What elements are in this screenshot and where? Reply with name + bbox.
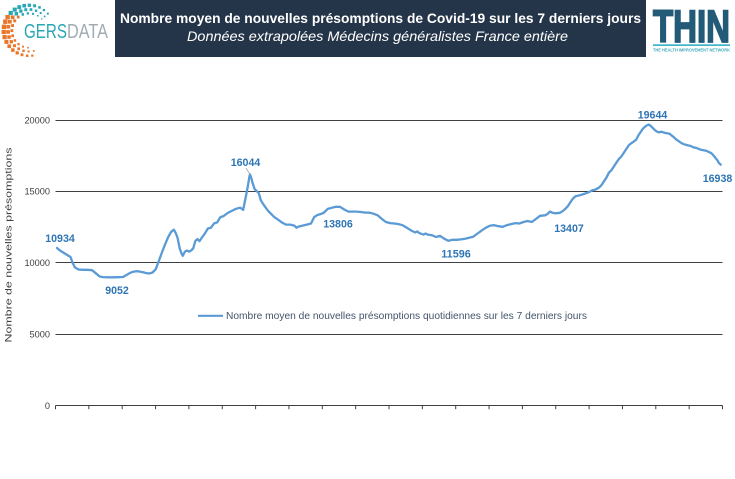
svg-text:15000: 15000 bbox=[24, 187, 50, 197]
svg-text:Nombre moyen de nouvelles prés: Nombre moyen de nouvelles présomptions q… bbox=[226, 311, 587, 322]
svg-text:16044: 16044 bbox=[231, 157, 261, 169]
svg-text:THE HEALTH IMPROVEMENT NETWORK: THE HEALTH IMPROVEMENT NETWORK bbox=[653, 48, 731, 53]
svg-text:11596: 11596 bbox=[441, 249, 471, 261]
svg-text:Nombre moyen de nouvelles prés: Nombre moyen de nouvelles présomptions d… bbox=[120, 11, 641, 27]
svg-text:Nombre de nouvelles présomptio: Nombre de nouvelles présomptions bbox=[4, 147, 15, 342]
svg-text:16938: 16938 bbox=[703, 173, 733, 185]
svg-text:0: 0 bbox=[45, 401, 50, 411]
svg-text:DATA: DATA bbox=[67, 20, 108, 43]
svg-text:GERS: GERS bbox=[24, 20, 67, 43]
svg-text:13407: 13407 bbox=[554, 223, 584, 235]
svg-text:5000: 5000 bbox=[30, 330, 50, 340]
svg-text:THIN: THIN bbox=[653, 1, 730, 52]
svg-text:10000: 10000 bbox=[24, 258, 50, 268]
svg-text:19644: 19644 bbox=[638, 110, 668, 122]
svg-text:10934: 10934 bbox=[45, 233, 75, 245]
svg-text:13806: 13806 bbox=[323, 219, 353, 231]
svg-text:9052: 9052 bbox=[105, 285, 129, 297]
svg-text:Données extrapolées Médecins g: Données extrapolées Médecins généraliste… bbox=[187, 29, 568, 44]
svg-text:20000: 20000 bbox=[24, 115, 50, 125]
